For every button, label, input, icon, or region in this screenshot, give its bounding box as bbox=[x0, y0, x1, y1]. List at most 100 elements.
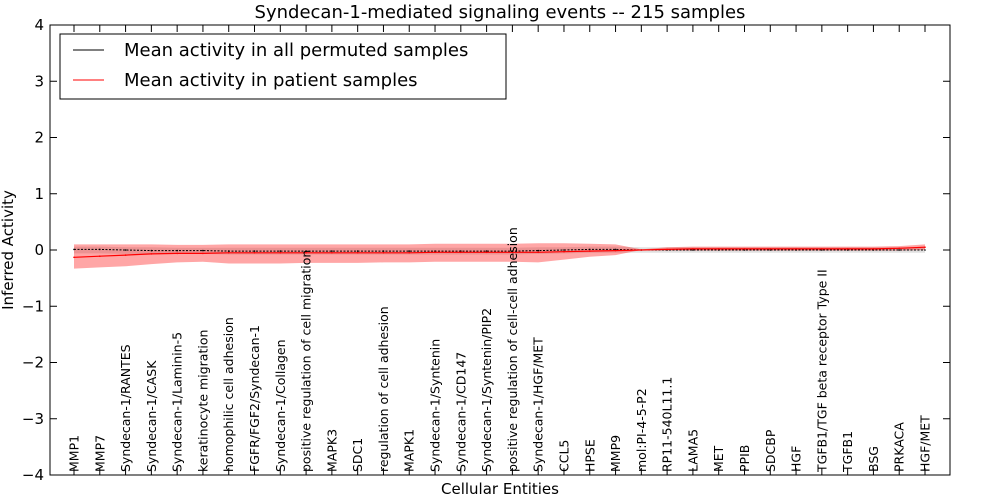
category-label: CCL5 bbox=[557, 440, 572, 472]
category-label: keratinocyte migration bbox=[195, 330, 210, 472]
data-point bbox=[898, 247, 900, 250]
data-point bbox=[485, 250, 488, 252]
data-point bbox=[434, 251, 436, 254]
data-point bbox=[821, 249, 823, 251]
data-point bbox=[898, 249, 900, 251]
data-point bbox=[717, 248, 720, 250]
category-labels: MMP1 MMP7 Syndecan-1/RANTES Syndecan-1/CASK… bbox=[67, 227, 933, 473]
category-label: HGF bbox=[789, 446, 804, 472]
y-tick-label: −1 bbox=[22, 297, 44, 315]
data-point bbox=[99, 248, 101, 251]
data-point bbox=[305, 250, 307, 252]
data-point bbox=[563, 249, 565, 251]
data-point bbox=[460, 251, 462, 254]
data-point bbox=[150, 253, 153, 255]
series-line-permuted bbox=[74, 248, 925, 252]
legend: Mean activity in all permuted samples Me… bbox=[59, 33, 507, 100]
y-tick-label: 2 bbox=[34, 129, 44, 147]
y-tick-label: −2 bbox=[22, 354, 44, 372]
legend-box bbox=[59, 33, 507, 100]
category-label: MAPK1 bbox=[402, 429, 417, 472]
data-point bbox=[253, 252, 256, 254]
data-point bbox=[872, 248, 875, 250]
data-point bbox=[795, 248, 797, 250]
legend-permuted-label: Mean activity in all permuted samples bbox=[124, 40, 468, 61]
y-tick-label: 1 bbox=[34, 185, 44, 203]
data-point bbox=[382, 250, 385, 252]
category-label: Syndecan-1/RANTES bbox=[118, 344, 133, 472]
data-point bbox=[279, 252, 282, 254]
data-point bbox=[511, 250, 514, 252]
data-point bbox=[640, 249, 643, 251]
plot-frame bbox=[49, 24, 951, 476]
data-point bbox=[846, 249, 849, 251]
category-label: MMP7 bbox=[92, 435, 107, 472]
data-point bbox=[743, 248, 746, 250]
data-point bbox=[563, 250, 565, 253]
category-label: regulation of cell adhesion bbox=[376, 306, 391, 472]
category-label: MMP1 bbox=[67, 435, 82, 472]
data-point bbox=[99, 255, 101, 257]
data-point bbox=[821, 248, 823, 250]
data-point bbox=[356, 252, 359, 254]
category-label: mol:PI-4-5-P2 bbox=[634, 388, 649, 472]
data-point bbox=[666, 248, 668, 251]
category-label: Syndecan-1/CD147 bbox=[453, 352, 468, 472]
data-point bbox=[692, 249, 694, 251]
y-axis-label: Inferred Activity bbox=[0, 190, 17, 310]
category-label: MMP9 bbox=[608, 435, 623, 472]
category-label: Syndecan-1/Syntenin bbox=[428, 339, 443, 472]
data-point bbox=[253, 250, 256, 252]
data-point bbox=[408, 252, 411, 254]
category-label: PRKACA bbox=[892, 422, 907, 472]
data-point bbox=[589, 250, 591, 252]
y-tick-label: 3 bbox=[34, 72, 44, 90]
data-point bbox=[382, 252, 385, 254]
data-point bbox=[279, 250, 282, 252]
axis-ticks: 4 3 2 1 0 −1 −2 −3 −4 bbox=[22, 16, 950, 484]
data-point bbox=[73, 256, 75, 259]
y-tick-label: 4 bbox=[34, 16, 44, 34]
category-label: MAPK3 bbox=[324, 429, 339, 472]
data-point bbox=[150, 249, 153, 252]
category-label: TGFB1/TGF beta receptor Type II bbox=[814, 269, 829, 473]
confidence-bands bbox=[74, 243, 925, 269]
data-point bbox=[924, 249, 926, 251]
chart-title: Syndecan-1-mediated signaling events -- … bbox=[255, 2, 746, 23]
data-point bbox=[176, 249, 178, 252]
legend-patient-label: Mean activity in patient samples bbox=[124, 70, 418, 91]
data-point bbox=[924, 246, 926, 248]
band-patient bbox=[74, 243, 925, 269]
category-label: Syndecan-1/Collagen bbox=[273, 339, 288, 472]
category-label: positive regulation of cell-cell adhesio… bbox=[505, 227, 520, 472]
data-point bbox=[124, 254, 127, 256]
data-point bbox=[589, 248, 591, 251]
category-label: Syndecan-1/Syntenin/PIP2 bbox=[479, 308, 494, 472]
data-point bbox=[176, 252, 178, 255]
data-point bbox=[202, 252, 204, 255]
category-label: positive regulation of cell migration bbox=[299, 250, 314, 472]
data-point bbox=[717, 249, 720, 251]
category-label: SDCBP bbox=[763, 429, 778, 472]
data-point bbox=[872, 249, 875, 251]
y-tick-label: −4 bbox=[22, 466, 44, 484]
category-label: LAMA5 bbox=[685, 429, 700, 472]
data-point bbox=[795, 249, 797, 251]
data-point bbox=[846, 248, 849, 250]
category-label: PPIB bbox=[737, 445, 752, 472]
data-point bbox=[227, 252, 230, 254]
data-point bbox=[356, 250, 359, 252]
category-label: HGF/MET bbox=[918, 415, 933, 472]
data-point bbox=[331, 250, 333, 252]
data-point bbox=[769, 248, 772, 250]
data-point bbox=[614, 249, 617, 252]
data-point bbox=[124, 249, 127, 251]
data-point bbox=[73, 248, 75, 251]
series-lines bbox=[73, 246, 926, 259]
category-label: FGFR/FGF2/Syndecan-1 bbox=[247, 325, 262, 472]
data-point bbox=[692, 248, 694, 250]
category-label: SDC1 bbox=[350, 438, 365, 472]
data-point bbox=[305, 252, 307, 254]
x-axis-label: Cellular Entities bbox=[441, 480, 559, 498]
